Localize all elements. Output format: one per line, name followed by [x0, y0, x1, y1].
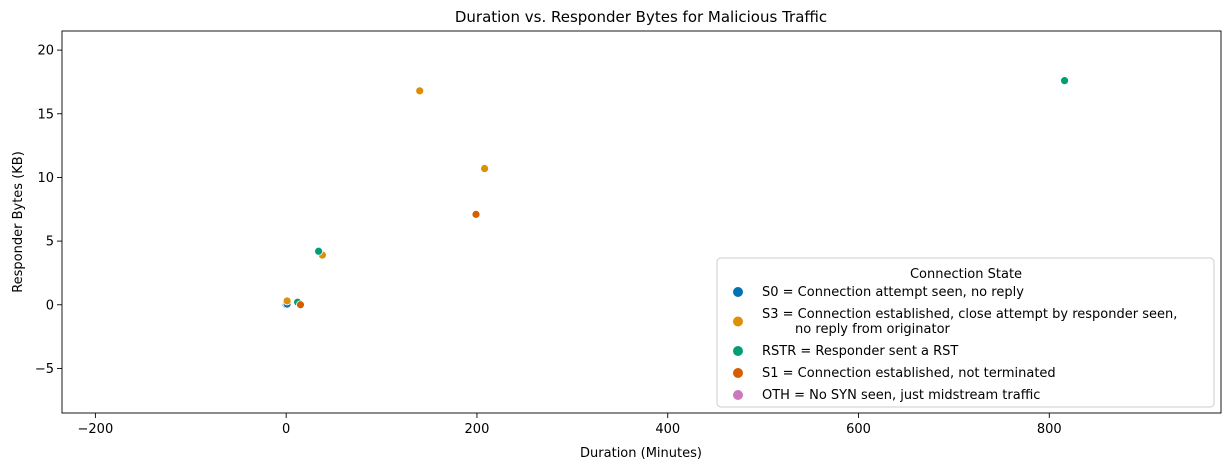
legend-title: Connection State — [910, 267, 1022, 282]
legend-label: OTH = No SYN seen, just midstream traffi… — [762, 388, 1040, 403]
x-tick-label: 0 — [282, 422, 290, 437]
y-tick-label: 15 — [37, 107, 54, 122]
x-tick-label: 600 — [846, 422, 871, 437]
x-tick-label: −200 — [78, 422, 114, 437]
data-points — [281, 76, 1069, 310]
data-point — [296, 300, 305, 310]
y-tick-label: 5 — [46, 235, 54, 250]
legend-label: RSTR = Responder sent a RST — [762, 344, 958, 359]
x-axis-ticks: −200 0 200 400 600 800 — [78, 413, 1062, 437]
x-tick-label: 400 — [655, 422, 680, 437]
legend-label: S1 = Connection established, not termina… — [762, 366, 1056, 381]
legend-label: S3 = Connection established, close attem… — [762, 307, 1177, 322]
data-point — [415, 86, 425, 96]
y-tick-label: 20 — [37, 44, 54, 59]
x-tick-label: 800 — [1037, 422, 1062, 437]
data-point — [1060, 76, 1069, 86]
y-axis-label: Responder Bytes (KB) — [11, 151, 26, 293]
plot-area: −200 0 200 400 600 800 −5 0 5 10 15 20 — [35, 30, 1222, 437]
chart-title: Duration vs. Responder Bytes for Malicio… — [455, 8, 827, 26]
legend-items: S0 = Connection attempt seen, no reply S3… — [733, 285, 1177, 403]
legend-label: S0 = Connection attempt seen, no reply — [762, 285, 1024, 300]
y-tick-label: 10 — [37, 171, 54, 186]
legend-marker — [733, 390, 743, 400]
x-axis-label: Duration (Minutes) — [580, 446, 702, 461]
data-point — [480, 164, 489, 173]
legend-marker — [733, 287, 743, 297]
legend-box — [716, 257, 1215, 408]
y-axis-ticks: −5 0 5 10 15 20 — [35, 44, 62, 377]
legend-label: no reply from originator — [762, 322, 951, 337]
y-tick-label: 0 — [46, 298, 54, 313]
legend-marker — [733, 346, 743, 356]
legend-marker — [733, 316, 743, 327]
legend-marker — [733, 368, 743, 378]
y-tick-label: −5 — [35, 362, 54, 377]
data-point — [314, 246, 324, 256]
x-tick-label: 200 — [465, 422, 490, 437]
data-point — [471, 209, 481, 219]
data-point — [282, 296, 292, 306]
legend: Connection State S0 = Connection attempt… — [716, 257, 1215, 408]
